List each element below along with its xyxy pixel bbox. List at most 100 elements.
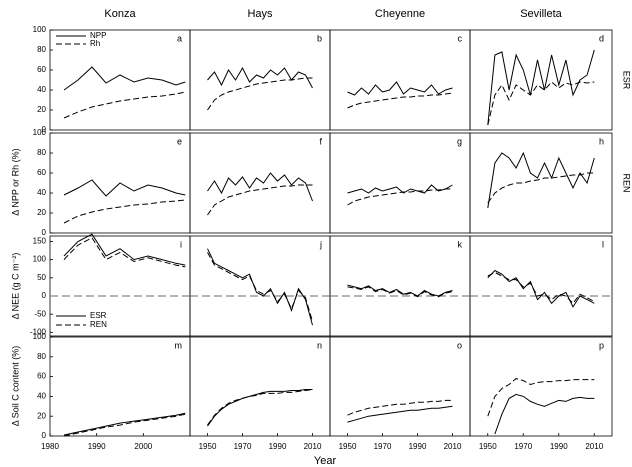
y-tick-label: 100 (33, 25, 47, 34)
y-tick-label: 50 (37, 273, 46, 282)
series-line (487, 49, 595, 126)
series-line (347, 405, 453, 423)
side-label: REN (622, 173, 632, 192)
y-tick-label: 20 (37, 411, 46, 420)
legend-label: ESR (90, 311, 107, 320)
panel-frame (189, 132, 331, 234)
x-tick-label: 1970 (374, 442, 392, 451)
x-tick-label: 1950 (479, 442, 497, 451)
x-tick-label: 2010 (444, 442, 462, 451)
x-tick-label: 1980 (41, 442, 59, 451)
series-line (207, 248, 313, 326)
series-line (63, 91, 186, 119)
panel-letter: n (317, 340, 322, 350)
y-tick-label: 40 (37, 188, 46, 197)
legend-label: Rh (90, 39, 100, 48)
panel-letter: l (602, 239, 604, 249)
y-tick-label: 100 (33, 332, 47, 341)
column-title: Cheyenne (375, 8, 425, 20)
y-tick-label: -50 (34, 309, 46, 318)
x-tick-label: 2010 (304, 442, 322, 451)
panel-frame (189, 235, 331, 337)
legend-label: REN (90, 320, 107, 329)
panel-frame (329, 29, 471, 131)
series-line (347, 188, 453, 206)
y-tick-label: 40 (37, 392, 46, 401)
panel-letter: a (177, 33, 182, 43)
panel-frame (469, 235, 613, 337)
series-line (487, 378, 595, 417)
y-tick-label: 0 (42, 291, 47, 300)
y-axis-title: Δ NPP or Rh (%) (10, 148, 20, 215)
column-title: Hays (247, 8, 273, 20)
y-tick-label: 80 (37, 148, 46, 157)
x-tick-label: 1990 (550, 442, 568, 451)
y-tick-label: 20 (37, 208, 46, 217)
panel-letter: e (177, 136, 182, 146)
panel-frame (189, 29, 331, 131)
panel-letter: p (599, 340, 604, 350)
x-tick-label: 1990 (269, 442, 287, 451)
panel-letter: m (175, 340, 183, 350)
panel-letter: o (457, 340, 462, 350)
series-line (207, 172, 313, 202)
x-tick-label: 1990 (88, 442, 106, 451)
column-title: Konza (104, 8, 136, 20)
series-line (347, 81, 453, 96)
series-line (63, 179, 186, 197)
y-tick-label: 0 (42, 228, 47, 237)
y-tick-label: 40 (37, 85, 46, 94)
x-tick-label: 1990 (409, 442, 427, 451)
y-tick-label: 0 (42, 431, 47, 440)
series-line (207, 252, 313, 322)
x-axis-title: Year (314, 455, 337, 467)
y-tick-label: 20 (37, 105, 46, 114)
panel-letter: b (317, 33, 322, 43)
y-tick-label: 0 (42, 125, 47, 134)
panel-letter: i (180, 239, 182, 249)
panel-frame (469, 29, 613, 131)
panel-letter: h (599, 136, 604, 146)
column-title: Sevilleta (520, 8, 562, 20)
y-tick-label: 60 (37, 372, 46, 381)
series-line (487, 151, 595, 209)
x-tick-label: 1950 (199, 442, 217, 451)
panel-letter: k (458, 239, 463, 249)
y-tick-label: 60 (37, 168, 46, 177)
panel-frame (469, 132, 613, 234)
panel-frame (49, 235, 191, 337)
panel-letter: g (457, 136, 462, 146)
series-line (347, 184, 453, 194)
y-tick-label: 60 (37, 65, 46, 74)
series-line (63, 233, 186, 266)
series-line (63, 412, 186, 436)
series-line (347, 286, 453, 298)
x-tick-label: 1970 (514, 442, 532, 451)
series-line (487, 81, 595, 126)
series-line (207, 77, 313, 111)
y-tick-label: -100 (30, 327, 47, 336)
series-line (207, 389, 313, 426)
series-line (207, 389, 313, 427)
legend-label: NPP (90, 31, 106, 40)
y-tick-label: 80 (37, 352, 46, 361)
panel-frame (49, 29, 191, 131)
series-line (347, 92, 453, 109)
series-line (487, 271, 595, 305)
y-axis-title: Δ NEE (g C m⁻²) (10, 253, 20, 320)
y-tick-label: 100 (33, 128, 47, 137)
series-line (63, 413, 186, 437)
panel-frame (329, 132, 471, 234)
y-tick-label: 100 (33, 255, 47, 264)
series-line (63, 66, 186, 91)
series-line (63, 237, 186, 268)
series-line (347, 399, 453, 416)
series-line (494, 393, 595, 435)
panel-letter: f (319, 136, 322, 146)
y-axis-title: Δ Soil C content (%) (10, 346, 20, 427)
side-label: ESR (622, 71, 632, 90)
panel-letter: d (599, 33, 604, 43)
series-line (347, 284, 453, 297)
y-tick-label: 150 (33, 237, 47, 246)
